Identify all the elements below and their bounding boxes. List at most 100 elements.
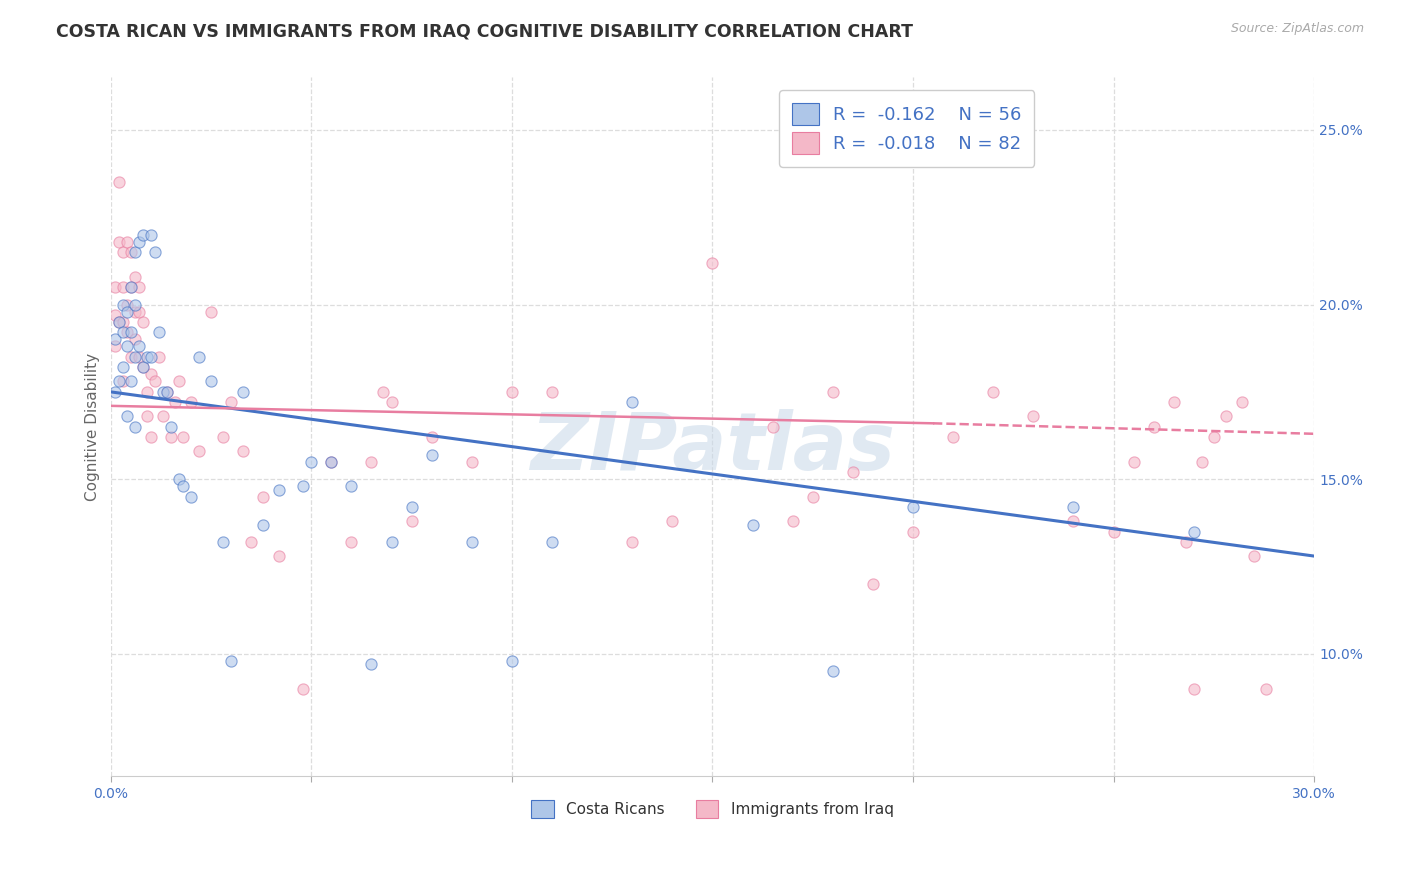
Point xyxy=(107,315,129,329)
Point xyxy=(661,514,683,528)
Point xyxy=(120,350,142,364)
Point xyxy=(541,535,564,549)
Point xyxy=(1062,514,1084,528)
Point xyxy=(120,280,142,294)
Point xyxy=(115,235,138,249)
Point xyxy=(212,535,235,549)
Point xyxy=(180,490,202,504)
Point xyxy=(160,419,183,434)
Point xyxy=(821,384,844,399)
Point xyxy=(143,375,166,389)
Point xyxy=(172,430,194,444)
Point xyxy=(188,444,211,458)
Point xyxy=(269,549,291,563)
Point xyxy=(111,315,134,329)
Point xyxy=(124,333,146,347)
Point xyxy=(1182,681,1205,696)
Point xyxy=(340,479,363,493)
Point xyxy=(1254,681,1277,696)
Point xyxy=(124,297,146,311)
Point xyxy=(1022,409,1045,424)
Point xyxy=(232,384,254,399)
Point xyxy=(104,339,127,353)
Point xyxy=(111,326,134,340)
Point xyxy=(269,483,291,497)
Point xyxy=(124,245,146,260)
Point xyxy=(420,448,443,462)
Point xyxy=(942,430,965,444)
Point xyxy=(172,479,194,493)
Point xyxy=(420,430,443,444)
Point xyxy=(128,280,150,294)
Point xyxy=(115,326,138,340)
Point xyxy=(232,444,254,458)
Point xyxy=(111,280,134,294)
Point xyxy=(461,535,484,549)
Point xyxy=(200,304,222,318)
Point xyxy=(132,360,155,375)
Point xyxy=(1182,524,1205,539)
Point xyxy=(152,409,174,424)
Point xyxy=(139,227,162,242)
Point xyxy=(135,384,157,399)
Point xyxy=(111,297,134,311)
Text: ZIPatlas: ZIPatlas xyxy=(530,409,896,487)
Point xyxy=(115,409,138,424)
Point xyxy=(124,350,146,364)
Point xyxy=(981,384,1004,399)
Point xyxy=(541,384,564,399)
Point xyxy=(167,472,190,486)
Point xyxy=(115,304,138,318)
Point xyxy=(120,375,142,389)
Point xyxy=(120,326,142,340)
Point xyxy=(1062,500,1084,515)
Point xyxy=(401,514,423,528)
Point xyxy=(321,455,343,469)
Point xyxy=(762,419,785,434)
Point xyxy=(1243,549,1265,563)
Y-axis label: Cognitive Disability: Cognitive Disability xyxy=(86,352,100,501)
Point xyxy=(1143,419,1166,434)
Point xyxy=(1230,395,1253,409)
Point xyxy=(107,315,129,329)
Point xyxy=(111,245,134,260)
Point xyxy=(862,577,884,591)
Point xyxy=(143,245,166,260)
Point xyxy=(148,350,170,364)
Point xyxy=(111,360,134,375)
Point xyxy=(115,297,138,311)
Point xyxy=(299,455,322,469)
Point xyxy=(380,395,402,409)
Point xyxy=(107,235,129,249)
Point xyxy=(501,384,523,399)
Point xyxy=(292,681,315,696)
Point xyxy=(702,255,724,269)
Point xyxy=(501,654,523,668)
Point xyxy=(621,535,644,549)
Point xyxy=(219,654,242,668)
Point xyxy=(1202,430,1225,444)
Point xyxy=(160,430,183,444)
Point xyxy=(360,657,382,672)
Point xyxy=(340,535,363,549)
Point xyxy=(115,339,138,353)
Point xyxy=(128,235,150,249)
Point xyxy=(212,430,235,444)
Point xyxy=(188,350,211,364)
Point xyxy=(621,395,644,409)
Point xyxy=(292,479,315,493)
Point xyxy=(132,360,155,375)
Point xyxy=(139,368,162,382)
Point xyxy=(152,384,174,399)
Point xyxy=(1215,409,1237,424)
Point xyxy=(1122,455,1144,469)
Legend: Costa Ricans, Immigrants from Iraq: Costa Ricans, Immigrants from Iraq xyxy=(524,794,900,824)
Point xyxy=(801,490,824,504)
Point xyxy=(782,514,804,528)
Point xyxy=(741,517,763,532)
Point xyxy=(901,500,924,515)
Point xyxy=(124,269,146,284)
Point xyxy=(107,375,129,389)
Point xyxy=(132,315,155,329)
Point xyxy=(104,384,127,399)
